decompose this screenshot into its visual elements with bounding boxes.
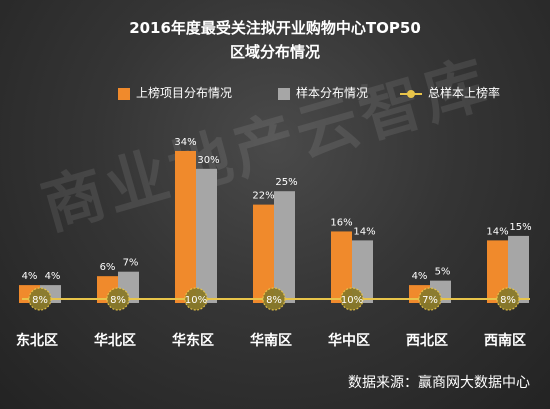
rate-point-6 [496,287,520,311]
bar-label-projects-3: 22% [252,191,274,202]
bar-label-samples-3: 25% [275,177,297,188]
bar-label-projects-4: 16% [330,217,352,228]
bar-projects-6 [487,240,508,303]
rate-point-4 [340,287,364,311]
rate-label-6: 8% [500,295,516,306]
x-tick-label-5: 西北区 [406,333,448,349]
bar-label-samples-2: 30% [197,155,219,166]
data-source-note: 数据来源：赢商网大数据中心 [348,375,530,391]
rate-label-1: 8% [110,295,126,306]
legend-swatch-orange [118,87,130,100]
rate-label-0: 8% [32,295,48,306]
legend-label-rate: 总样本上榜率 [428,86,501,100]
rate-point-3 [262,287,286,311]
chart-title-line1: 2016年度最受关注拟开业购物中心TOP50 [129,19,421,37]
x-tick-label-1: 华北区 [94,332,136,349]
legend-label-samples: 样本分布情况 [296,86,369,100]
rate-label-5: 7% [422,295,438,306]
chart-title-line2: 区域分布情况 [229,43,320,61]
bar-label-samples-5: 5% [435,267,451,278]
bar-label-projects-6: 14% [486,226,508,237]
bar-label-samples-4: 14% [353,226,375,237]
legend-item-samples: 样本分布情况 [278,84,368,101]
x-tick-label-6: 西南区 [484,332,526,349]
bar-samples-3 [274,191,295,303]
x-tick-label-4: 华中区 [328,332,370,349]
legend-label-projects: 上榜项目分布情况 [136,86,233,100]
x-tick-label-2: 华东区 [172,332,214,349]
legend-item-rate: 总样本上榜率 [400,84,500,101]
bar-samples-6 [508,235,529,303]
rate-point-1 [106,287,130,311]
bar-label-projects-2: 34% [174,137,196,148]
rate-label-3: 8% [266,295,282,306]
rate-label-2: 10% [185,295,207,306]
bar-projects-4 [331,231,352,303]
rate-label-4: 10% [341,295,363,306]
legend-swatch-gray [278,87,290,100]
bar-label-samples-0: 4% [45,271,61,282]
bar-projects-3 [253,204,274,303]
bar-label-samples-6: 15% [509,222,531,233]
legend-line-marker [400,88,422,100]
rate-point-0 [28,287,52,311]
x-tick-label-0: 东北区 [16,332,58,349]
bar-projects-2 [175,150,196,303]
bar-label-projects-5: 4% [412,271,428,282]
bar-label-projects-0: 4% [22,271,38,282]
legend-item-projects: 上榜项目分布情况 [118,84,232,101]
bar-samples-2 [196,168,217,303]
rate-point-2 [184,287,208,311]
bar-label-projects-1: 6% [100,262,116,273]
bar-label-samples-1: 7% [123,258,139,269]
x-tick-label-3: 华南区 [250,332,292,349]
bar-samples-4 [352,240,373,303]
rate-point-5 [418,287,442,311]
